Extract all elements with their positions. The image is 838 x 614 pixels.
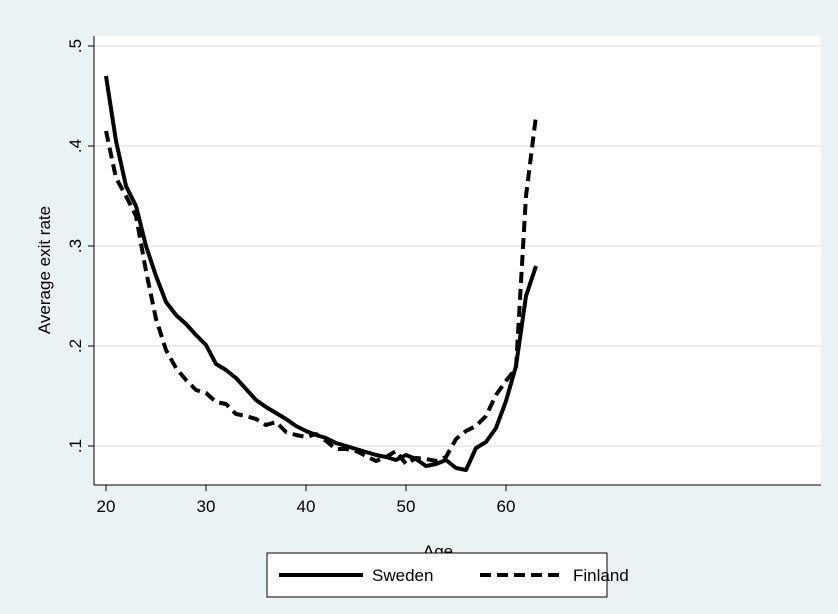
series-line-sweden (104, 75, 538, 472)
x-tick-label: 50 (397, 497, 416, 516)
y-tick-label: .5 (66, 39, 85, 53)
x-tick-label: 30 (197, 497, 216, 516)
y-tick-label: .3 (66, 239, 85, 253)
series-line-finland (104, 115, 538, 466)
x-tick-label: 60 (497, 497, 516, 516)
y-tick-label: .4 (66, 139, 85, 153)
y-axis-label: Average exit rate (35, 206, 54, 334)
series-layer (104, 75, 538, 472)
legend-label-sweden: Sweden (372, 566, 433, 585)
y-tick-label: .2 (66, 339, 85, 353)
plot-area (94, 36, 821, 485)
x-tick-label: 40 (297, 497, 316, 516)
axes: .1 .2 .3 .4 .5 20 30 40 50 60 (66, 36, 821, 516)
grid-lines (94, 45, 821, 447)
legend: Sweden Finland (266, 552, 629, 598)
y-tick-label: .1 (66, 439, 85, 453)
legend-label-finland: Finland (573, 566, 629, 585)
x-tick-label: 20 (97, 497, 116, 516)
